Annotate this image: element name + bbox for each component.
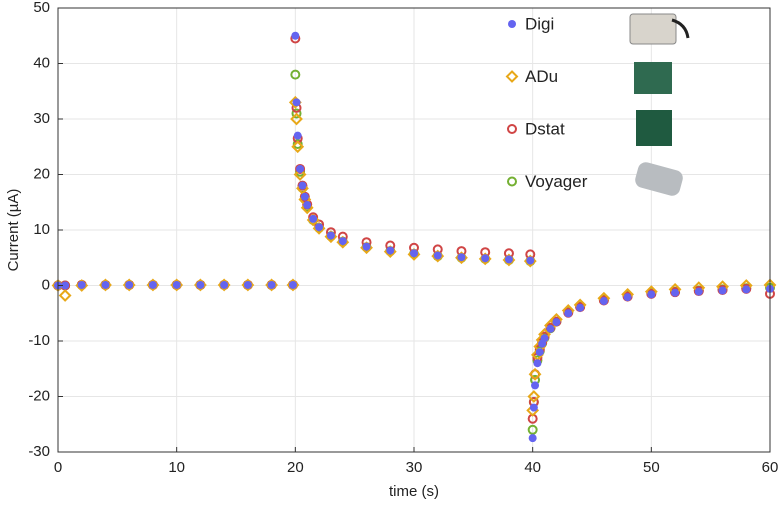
point xyxy=(599,297,608,306)
point xyxy=(528,434,537,443)
point xyxy=(529,403,538,412)
legend-marker xyxy=(507,176,517,187)
point xyxy=(481,254,490,263)
point xyxy=(288,280,297,289)
point xyxy=(309,214,318,223)
point xyxy=(540,334,549,343)
y-tick-label: 30 xyxy=(33,110,50,127)
point xyxy=(546,324,555,333)
legend-label: Dstat xyxy=(525,119,565,138)
x-tick-label: 40 xyxy=(524,459,541,476)
y-tick-label: -20 xyxy=(28,387,50,404)
point xyxy=(58,289,72,302)
point xyxy=(457,253,466,262)
point xyxy=(671,288,680,297)
x-tick-label: 10 xyxy=(168,459,185,476)
points xyxy=(51,31,777,443)
device-photo xyxy=(636,110,672,146)
point xyxy=(527,390,541,403)
point xyxy=(292,98,301,107)
y-tick-label: -30 xyxy=(28,443,50,460)
device-photo xyxy=(629,13,677,45)
point xyxy=(362,242,371,251)
point xyxy=(267,280,276,289)
point xyxy=(77,280,86,289)
point xyxy=(504,255,513,264)
y-tick-label: 0 xyxy=(42,276,50,293)
x-tick-label: 60 xyxy=(762,459,779,476)
point xyxy=(303,201,312,210)
y-tick-label: -10 xyxy=(28,332,50,349)
device-cable xyxy=(671,18,690,39)
x-tick-label: 30 xyxy=(406,459,423,476)
legend-marker xyxy=(508,20,516,28)
point xyxy=(410,249,418,258)
point xyxy=(533,359,542,368)
x-tick-label: 0 xyxy=(54,459,62,476)
device-photo xyxy=(635,162,683,196)
point xyxy=(220,280,229,289)
point xyxy=(528,367,542,381)
point xyxy=(433,251,442,260)
device-photo xyxy=(634,62,672,94)
point xyxy=(243,280,252,289)
point xyxy=(527,424,538,435)
point xyxy=(718,286,727,295)
point xyxy=(531,381,540,390)
point xyxy=(290,69,301,80)
point xyxy=(564,309,573,318)
point xyxy=(576,303,585,312)
legend-label: ADu xyxy=(525,67,558,86)
point xyxy=(148,280,157,289)
point xyxy=(296,164,305,173)
point xyxy=(291,140,305,154)
point xyxy=(338,237,347,246)
legend-label: Digi xyxy=(525,14,554,33)
point xyxy=(290,112,303,126)
x-tick-label: 50 xyxy=(643,459,660,476)
point xyxy=(535,348,544,357)
legend-marker xyxy=(507,124,517,134)
point xyxy=(526,256,535,265)
point xyxy=(125,280,134,289)
point xyxy=(293,131,302,140)
point xyxy=(694,287,703,296)
point xyxy=(292,138,303,149)
point xyxy=(101,280,110,289)
x-tick-label: 20 xyxy=(287,459,304,476)
point xyxy=(196,280,205,289)
point xyxy=(291,31,300,40)
y-axis-title: Current (µA) xyxy=(5,189,22,272)
x-axis-title: time (s) xyxy=(389,483,439,500)
point xyxy=(61,281,70,290)
legend: Digi ADu Dstat Voyager xyxy=(505,14,588,191)
point xyxy=(298,181,307,190)
point xyxy=(326,231,335,240)
point xyxy=(293,168,307,181)
y-tick-label: 40 xyxy=(33,54,50,71)
point xyxy=(315,223,324,232)
point xyxy=(647,290,656,299)
point xyxy=(300,192,309,201)
y-tick-label: 20 xyxy=(33,165,50,182)
y-tick-label: 50 xyxy=(33,0,50,16)
legend-images xyxy=(629,13,690,196)
legend-label: Voyager xyxy=(525,172,588,191)
point xyxy=(172,280,181,289)
point xyxy=(291,108,302,119)
point xyxy=(742,285,751,294)
point xyxy=(386,246,395,255)
point xyxy=(552,318,561,327)
legend-marker xyxy=(505,70,519,83)
point xyxy=(623,293,632,302)
y-tick-label: 10 xyxy=(33,221,50,238)
